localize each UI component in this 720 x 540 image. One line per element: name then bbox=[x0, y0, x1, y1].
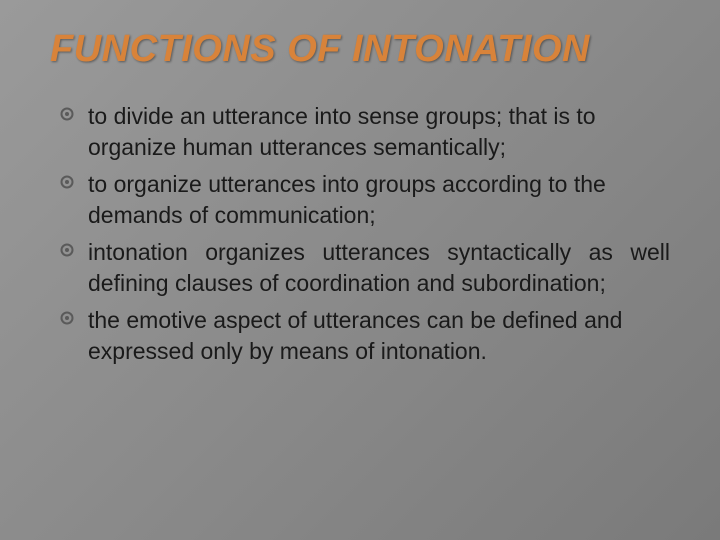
bullet-text: to organize utterances into groups accor… bbox=[88, 169, 670, 231]
bullet-text: the emotive aspect of utterances can be … bbox=[88, 305, 670, 367]
slide-title: FUNCTIONS OF INTONATION bbox=[50, 28, 670, 71]
bullet-circle-icon bbox=[60, 169, 88, 189]
list-item: the emotive aspect of utterances can be … bbox=[60, 305, 670, 367]
list-item: intonation organizes utterances syntacti… bbox=[60, 237, 670, 299]
bullet-text: intonation organizes utterances syntacti… bbox=[88, 237, 670, 299]
bullet-circle-icon bbox=[60, 305, 88, 325]
bullet-list: to divide an utterance into sense groups… bbox=[50, 101, 670, 367]
bullet-circle-icon bbox=[60, 237, 88, 257]
list-item: to divide an utterance into sense groups… bbox=[60, 101, 670, 163]
list-item: to organize utterances into groups accor… bbox=[60, 169, 670, 231]
bullet-circle-icon bbox=[60, 101, 88, 121]
bullet-text: to divide an utterance into sense groups… bbox=[88, 101, 670, 163]
